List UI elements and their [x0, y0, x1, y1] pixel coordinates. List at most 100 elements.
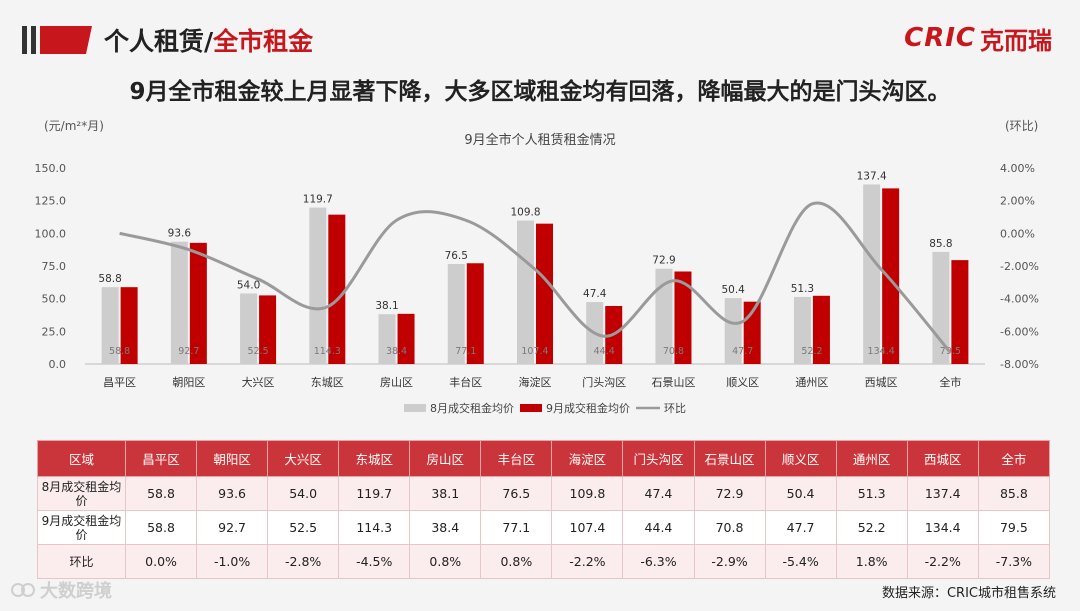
y-tick-label: 100.0: [35, 227, 67, 240]
page-title-part1: 个人租赁/: [104, 27, 214, 56]
data-label-aug: 137.4: [857, 170, 887, 182]
table-cell: 107.4: [551, 510, 624, 545]
table-header-cell: 全市: [977, 440, 1051, 477]
table-cell: 38.1: [409, 476, 482, 511]
data-label-aug: 119.7: [303, 194, 333, 206]
data-label-sep: 107.4: [521, 346, 548, 357]
bar-sep: [882, 188, 900, 364]
data-label-sep: 77.1: [455, 346, 476, 357]
table-header-cell: 海淀区: [551, 440, 624, 477]
data-label-sep: 92.7: [178, 346, 199, 357]
table-header-cell: 丰台区: [480, 440, 553, 477]
x-tick-label: 丰台区: [449, 375, 482, 389]
x-tick-label: 通州区: [795, 376, 828, 389]
data-label-aug: 85.8: [929, 238, 952, 250]
header-stripes-icon: [22, 26, 92, 54]
table-cell: 114.3: [338, 510, 411, 545]
table-row: 环比 0.0% -1.0% -2.8% -4.5% 0.8% 0.8% -2.2% -6.3% -…: [37, 544, 1051, 579]
table-header-row: 区域 昌平区 朝阳区 大兴区 东城区 房山区 丰台区 海淀区 门头沟区 石景山区 顺义区 通州区 西城区…: [37, 440, 1051, 477]
y2-tick-label: -6.00%: [1000, 325, 1039, 338]
slide-header: 个人租赁/全市租金 CRIC 克而瑞: [0, 0, 1080, 80]
logo-name: 克而瑞: [980, 26, 1052, 55]
y2-tick-label: 0.00%: [1000, 227, 1035, 240]
page-title: 个人租赁/全市租金: [104, 22, 313, 58]
data-label-sep: 58.8: [109, 346, 130, 357]
bar-aug: [517, 220, 534, 364]
table-cell: -1.0%: [196, 544, 269, 579]
data-label-sep: 70.8: [663, 346, 684, 357]
table-cell: 1.8%: [835, 544, 908, 579]
bar-sep: [674, 271, 692, 364]
row-label: 8月成交租金均价: [37, 476, 126, 511]
table-cell: 93.6: [196, 476, 269, 511]
bar-aug: [793, 296, 811, 364]
x-tick-label: 东城区: [311, 376, 344, 389]
bar-aug: [309, 207, 327, 364]
bar-aug: [170, 241, 188, 364]
table-row: 9月成交租金均价 58.8 92.7 52.5 114.3 38.4 77.1 107.4 44…: [37, 510, 1051, 545]
table-cell: 137.4: [906, 476, 979, 511]
x-tick-label: 顺义区: [726, 376, 759, 389]
table-header-cell: 房山区: [409, 440, 482, 477]
data-label-sep: 52.5: [247, 346, 268, 357]
table-cell: 38.4: [409, 510, 482, 545]
bar-aug: [447, 264, 465, 364]
table-row: 8月成交租金均价 58.8 93.6 54.0 119.7 38.1 76.5 109.8 47…: [37, 476, 1051, 511]
table-cell: 44.4: [622, 510, 695, 545]
y2-tick-label: -4.00%: [1000, 293, 1039, 306]
table-cell: 109.8: [551, 476, 624, 511]
y2-axis-label: (环比): [1005, 119, 1038, 133]
legend-swatch-aug: [404, 404, 426, 412]
bar-sep: [951, 260, 969, 364]
table-cell: 70.8: [693, 510, 766, 545]
data-label-aug: 47.4: [583, 288, 607, 300]
table-header-cell: 门头沟区: [622, 440, 695, 477]
table-cell: -2.8%: [267, 544, 340, 579]
x-tick-label: 房山区: [380, 376, 413, 389]
table-cell: -6.3%: [622, 544, 695, 579]
data-label-aug: 54.0: [237, 279, 260, 291]
table-header-cell: 昌平区: [124, 440, 198, 477]
table-cell: 76.5: [480, 476, 553, 511]
data-label-aug: 38.1: [375, 300, 398, 312]
data-label-aug: 109.8: [510, 207, 540, 219]
table-cell: 52.2: [835, 510, 908, 545]
x-tick-label: 朝阳区: [172, 376, 205, 389]
bar-sep: [466, 263, 484, 364]
table-header-cell: 大兴区: [267, 440, 340, 477]
data-label-aug: 76.5: [445, 250, 468, 262]
data-label-sep: 38.4: [386, 346, 407, 357]
legend-label-aug: 8月成交租金均价: [430, 401, 514, 415]
bar-sep: [812, 295, 830, 364]
y-tick-label: 25.0: [42, 325, 67, 338]
data-label-sep: 47.7: [732, 346, 753, 357]
data-label-aug: 50.4: [721, 284, 745, 296]
logo-mark: CRIC: [904, 23, 976, 53]
table-cell: 47.7: [764, 510, 837, 545]
y-tick-label: 125.0: [35, 195, 67, 208]
y2-tick-label: -2.00%: [1000, 260, 1039, 273]
data-source: 数据来源：CRIC城市租售系统: [881, 586, 1056, 601]
bar-sep: [189, 242, 207, 364]
table-header-region: 区域: [37, 440, 126, 477]
watermark-logo-icon: [11, 583, 35, 597]
bar-aug: [378, 314, 396, 364]
mom-line: [119, 201, 952, 354]
bar-sep: [397, 313, 415, 364]
table-header-cell: 石景山区: [693, 440, 766, 477]
table-cell: 77.1: [480, 510, 553, 545]
table-header-cell: 顺义区: [764, 440, 837, 477]
page-title-part2: 全市租金: [213, 27, 314, 56]
x-tick-label: 西城区: [865, 376, 898, 389]
table-cell: 134.4: [906, 510, 979, 545]
table-cell: 119.7: [338, 476, 411, 511]
legend-label-mom: 环比: [664, 402, 686, 415]
table-cell: 54.0: [267, 476, 340, 511]
data-label-sep: 114.3: [314, 346, 341, 357]
bar-sep: [259, 295, 277, 364]
data-label-aug: 72.9: [652, 255, 675, 267]
chart-title: 9月全市个人租赁租金情况: [464, 132, 615, 148]
y2-tick-label: -8.00%: [1000, 358, 1039, 371]
table-cell: 92.7: [196, 510, 269, 545]
cric-logo: CRIC 克而瑞: [904, 22, 1052, 55]
